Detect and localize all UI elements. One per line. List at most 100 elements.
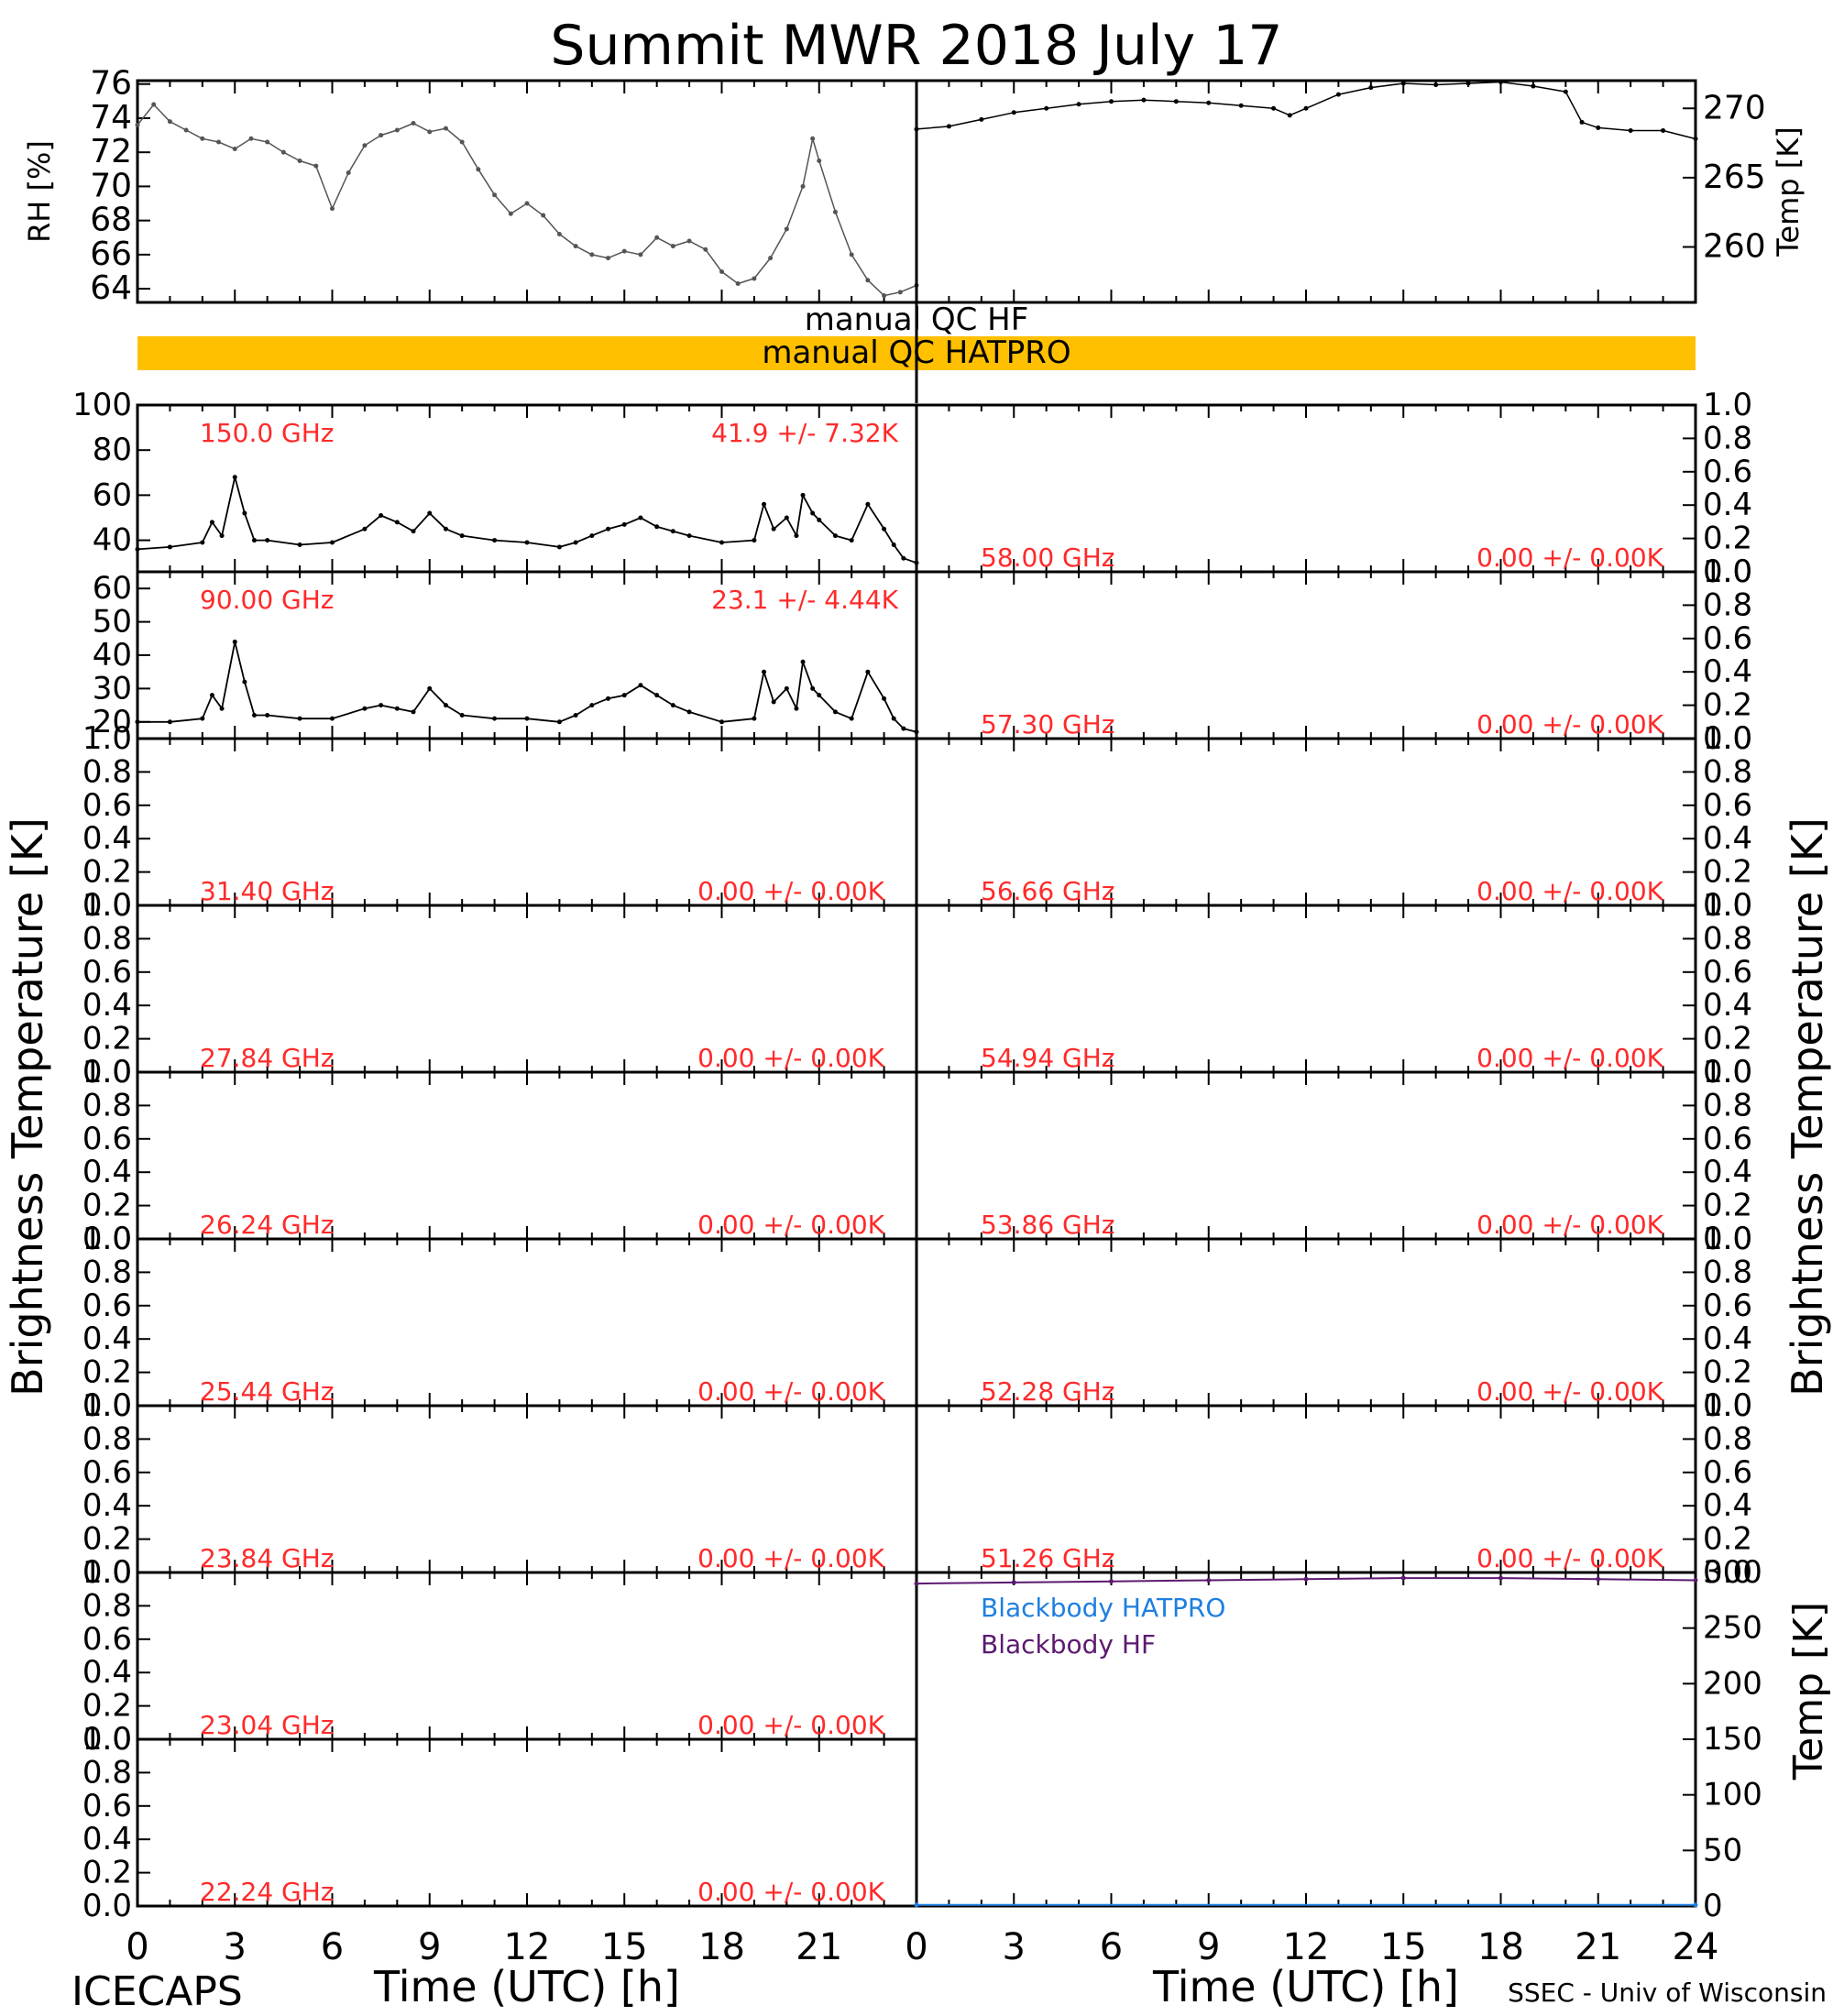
stats-label: 0.00 +/- 0.00K [1476,1543,1663,1573]
stats-label: 0.00 +/- 0.00K [697,1376,884,1407]
bt-series-point [330,716,335,721]
bt-series-point [817,517,822,522]
rh-series-point [573,244,578,249]
freq-label: 53.86 GHz [981,1210,1115,1240]
temp-series-point [1173,99,1179,104]
x-tick-label: 6 [1100,1926,1123,1968]
rh-series-point [654,235,660,240]
y-tick-label: 0.6 [1703,1454,1752,1491]
freq-label: 52.28 GHz [981,1376,1115,1407]
bt-series-point [817,693,822,698]
y-tick-label: 0.6 [82,1121,132,1157]
bt-series-point [362,526,368,531]
y-tick-label: 0.6 [82,1788,132,1824]
bt-series-point [810,510,816,516]
rh-series [137,104,917,297]
temp-series-point [1303,105,1309,111]
bt-series-point [784,515,789,520]
temp-series-point [1141,97,1147,103]
bt-series-point [762,501,767,507]
bt-series-point [443,526,448,531]
stats-label: 0.00 +/- 0.00K [1476,542,1663,573]
blackbody-series-point [914,1902,919,1908]
freq-label: 25.44 GHz [200,1376,335,1407]
y-tick-label: 1.0 [1703,1387,1752,1424]
bt-series-point [891,542,896,547]
bt-series-point [752,538,757,543]
rh-series-point [735,281,741,287]
big-ylabel-right: Brightness Temperature [K] [1783,817,1832,1397]
bt-series-point [330,540,335,545]
temp-series-point [946,124,951,129]
bt-series-point [794,706,799,711]
bt-series-point [232,639,237,644]
freq-label: 31.40 GHz [200,876,335,906]
bt-series-point [209,520,214,525]
y-tick-label: 1.0 [1703,1054,1752,1090]
rh-series-point [394,127,400,133]
big-ylabel-left: Brightness Temperature [K] [3,817,52,1397]
blackbody-legend-label: Blackbody HATPRO [981,1593,1225,1623]
stats-label: 0.00 +/- 0.00K [697,876,884,906]
blackbody-series-point [1011,1580,1016,1585]
stats-label: 0.00 +/- 0.00K [697,1043,884,1073]
rh-series-point [784,226,789,232]
rh-series-point [216,139,222,145]
x-tick-label: 15 [1380,1926,1427,1968]
rh-series-point [313,163,319,169]
bt-series-point [167,544,172,550]
y-tick-label: 0.8 [82,753,132,790]
bt-series-point [849,716,854,721]
y-tick-label: 0.8 [82,1587,132,1624]
stats-label: 0.00 +/- 0.00K [1476,876,1663,906]
y-tick-label: 200 [1703,1665,1762,1702]
bt-series-point [606,526,611,531]
blackbody-series-point [1109,1579,1114,1584]
y-tick-label: 0.0 [82,1888,132,1924]
bt-series-point [784,685,789,691]
y-tick-label: 1.0 [82,720,132,757]
bt-series-point [265,713,270,718]
bt-series-point [556,544,562,550]
temp-series-point [1628,127,1633,133]
bt-series-point [771,699,776,705]
y-tick-label: 1.0 [1703,553,1752,590]
y-tick-label: 0.8 [1703,586,1752,623]
rh-series-point [719,268,724,274]
x-tick-label: 6 [321,1926,344,1968]
bt-series-point [362,706,368,711]
footer-right: SSEC - Univ of Wisconsin [1508,1978,1827,2008]
y-tick-label: 0.4 [82,1654,132,1691]
bt-series-point [394,706,400,711]
temp-series-point [1238,103,1244,108]
blackbody-series-point [914,1581,919,1586]
y-tick-label: 0.6 [82,787,132,824]
bt-series-point [832,709,838,715]
y-tick-label: 265 [1703,159,1766,196]
y-tick-label: 72 [90,133,132,170]
x-tick-label: 3 [1003,1926,1026,1968]
bt-series-point [459,533,465,539]
bt-series-point [882,526,887,531]
y-tick-label: 0.4 [82,1154,132,1190]
rh-series-point [459,139,465,145]
rh-series-point [362,143,368,148]
stats-label: 0.00 +/- 0.00K [697,1543,884,1573]
bt-series-point [638,683,643,688]
y-tick-label: 0.0 [1703,1387,1752,1424]
y-tick-label: 1.0 [82,1554,132,1591]
rh-series-point [686,238,692,244]
rh-series-point [524,201,530,206]
x-tick-label: 0 [905,1926,927,1968]
bt-series-point [865,501,871,507]
temp-series-point [1433,82,1439,88]
y-tick-label: 0.6 [1703,1287,1752,1324]
rh-series-point [897,290,903,295]
rh-series-point [151,102,157,107]
temp-series-point [1076,102,1081,107]
bt-series-point [297,716,302,721]
temp-series-point [1400,81,1406,86]
y-tick-label: 0.4 [82,1320,132,1357]
y-tick-label: 300 [1703,1554,1762,1591]
y-tick-label: 60 [93,477,132,513]
